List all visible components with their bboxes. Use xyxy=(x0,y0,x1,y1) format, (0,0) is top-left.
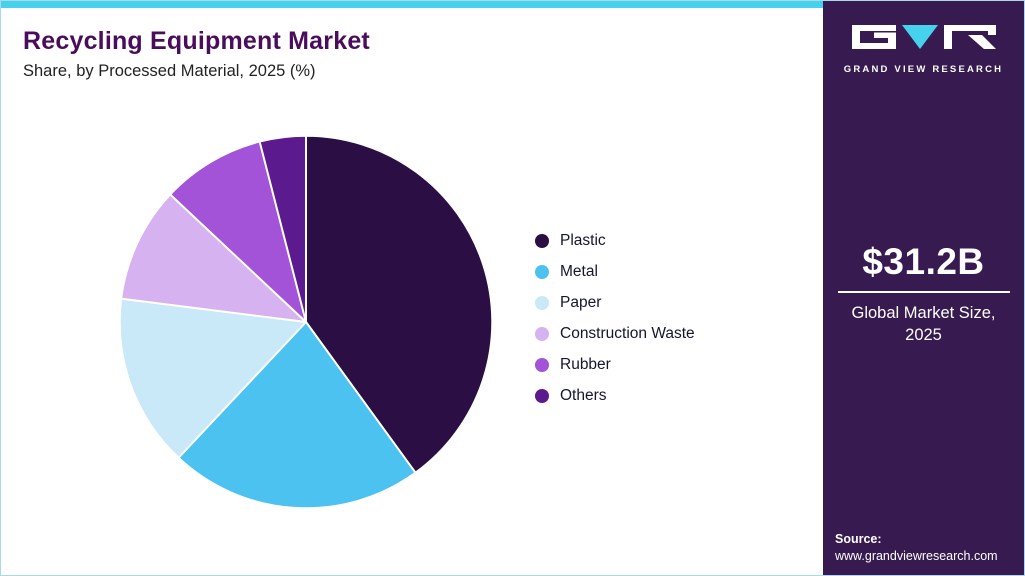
pie-slice-metal xyxy=(177,321,417,510)
sidebar: GRAND VIEW RESEARCH $31.2B Global Market… xyxy=(823,1,1024,575)
market-size-block: $31.2B Global Market Size, 2025 xyxy=(837,241,1010,347)
market-size-value: $31.2B xyxy=(862,241,985,282)
legend-marker-icon xyxy=(535,234,549,248)
page-title: Recycling Equipment Market xyxy=(23,27,370,55)
pie-chart xyxy=(118,134,494,510)
page-subtitle: Share, by Processed Material, 2025 (%) xyxy=(23,62,316,80)
pie-slice-construction-waste xyxy=(120,193,307,323)
legend-item-construction-waste: Construction Waste xyxy=(535,325,695,343)
gvr-logo-icon xyxy=(850,23,998,58)
legend-label: Rubber xyxy=(560,356,611,373)
pie-slice-plastic xyxy=(305,134,494,474)
legend-marker-icon xyxy=(535,265,549,279)
legend-label: Plastic xyxy=(560,232,606,249)
legend-item-paper: Paper xyxy=(535,294,695,312)
brand-name: GRAND VIEW RESEARCH xyxy=(843,64,1004,75)
header: Recycling Equipment Market Share, by Pro… xyxy=(23,27,370,81)
legend-marker-icon xyxy=(535,389,549,403)
legend-label: Metal xyxy=(560,263,598,280)
market-size-label: Global Market Size, 2025 xyxy=(851,304,996,345)
brand-block: GRAND VIEW RESEARCH xyxy=(823,23,1024,75)
legend-marker-icon xyxy=(535,296,549,310)
divider xyxy=(837,291,1010,293)
pie-slice-paper xyxy=(118,297,307,459)
pie-chart-container xyxy=(113,129,499,515)
source-url: www.grandviewresearch.com xyxy=(835,549,998,563)
legend-item-rubber: Rubber xyxy=(535,356,695,374)
legend-label: Others xyxy=(560,387,607,404)
legend-marker-icon xyxy=(535,358,549,372)
top-accent-bar xyxy=(1,1,823,8)
source-label: Source: xyxy=(835,532,882,546)
legend-label: Paper xyxy=(560,294,602,311)
legend-item-others: Others xyxy=(535,387,695,405)
source-block: Source: www.grandviewresearch.com xyxy=(835,532,998,563)
legend: Plastic Metal Paper Construction Waste Rubbe… xyxy=(535,232,695,405)
legend-item-metal: Metal xyxy=(535,263,695,281)
legend-marker-icon xyxy=(535,327,549,341)
legend-label: Construction Waste xyxy=(560,325,695,342)
pie-slice-rubber xyxy=(169,140,307,323)
pie-slice-others xyxy=(258,134,307,323)
chart-area: Recycling Equipment Market Share, by Pro… xyxy=(1,1,823,575)
legend-item-plastic: Plastic xyxy=(535,232,695,250)
